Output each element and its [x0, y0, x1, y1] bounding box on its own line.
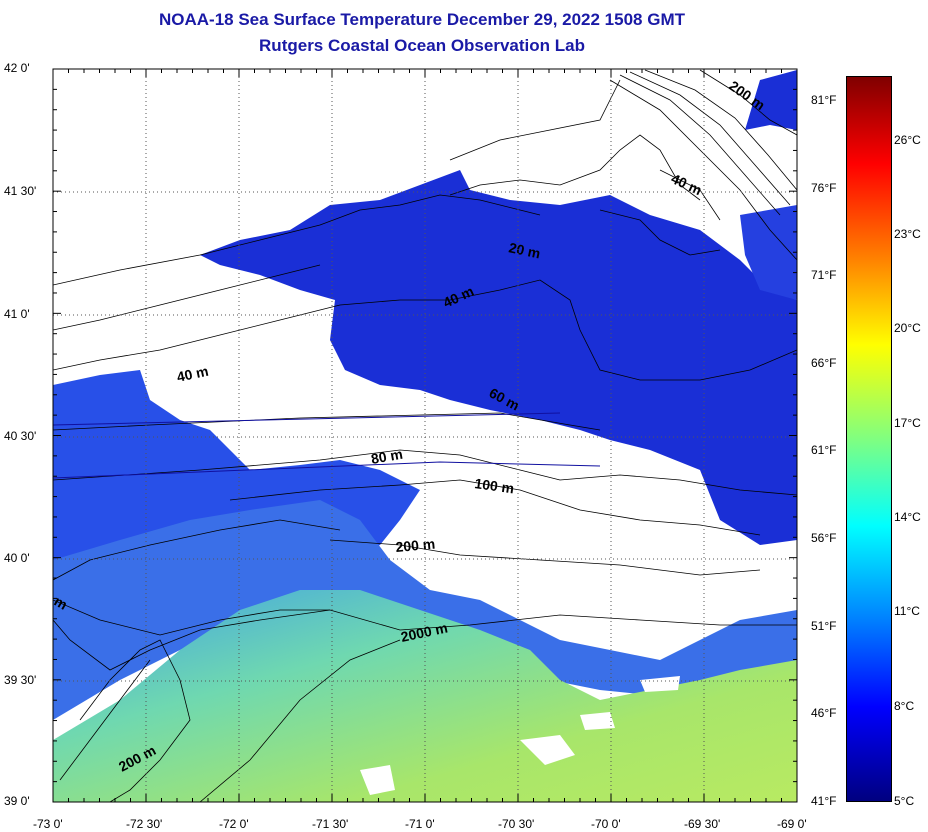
latitude-label: 39 30': [4, 673, 37, 687]
graticule: [53, 69, 797, 802]
latitude-label: 41 30': [4, 184, 37, 198]
contour-label: 40 m: [175, 363, 210, 385]
colorbar-fahrenheit-label: 46°F: [811, 706, 837, 720]
colorbar-celsius-label: 8°C: [894, 699, 915, 713]
longitude-label: -70 0': [591, 817, 621, 831]
colorbar-fahrenheit-label: 76°F: [811, 181, 837, 195]
map-title: NOAA-18 Sea Surface Temperature December…: [159, 10, 685, 29]
colorbar-celsius-label: 5°C: [894, 794, 915, 808]
latitude-label: 41 0': [4, 307, 30, 321]
cold-water-ne: [745, 70, 797, 130]
contour-label: 80 m: [370, 446, 404, 467]
longitude-label: -73 0': [33, 817, 63, 831]
longitude-label: -71 0': [405, 817, 435, 831]
colorbar-fahrenheit-label: 56°F: [811, 531, 837, 545]
latitude-label: 39 0': [4, 794, 30, 808]
colorbar-fahrenheit-label: 41°F: [811, 794, 837, 808]
track-line: [53, 412, 561, 426]
colorbar-celsius-label: 11°C: [894, 604, 920, 618]
map-subtitle: Rutgers Coastal Ocean Observation Lab: [259, 36, 585, 55]
cloud-patch: [640, 676, 680, 692]
colorbar-fahrenheit-label: 51°F: [811, 619, 837, 633]
contour-label: 100 m: [474, 475, 516, 496]
contour-label: 200 m: [395, 536, 436, 555]
cloud-patch: [580, 712, 615, 730]
cold-water-north: [200, 170, 797, 545]
colorbar-celsius-label: 14°C: [894, 510, 921, 524]
colorbar-celsius-label: 17°C: [894, 416, 921, 430]
colorbar-fahrenheit-label: 66°F: [811, 356, 837, 370]
track-line: [53, 461, 601, 479]
temperature-colorbar: [846, 76, 892, 802]
cloud-patch: [680, 580, 730, 615]
cold-water-east: [740, 205, 797, 300]
longitude-label: -71 30': [312, 817, 349, 831]
colorbar-celsius-label: 23°C: [894, 227, 921, 241]
colorbar-fahrenheit-label: 71°F: [811, 268, 837, 282]
bathymetry-contours: [53, 69, 797, 802]
longitude-label: -72 30': [126, 817, 163, 831]
colorbar-fahrenheit-label: 61°F: [811, 443, 837, 457]
cloud-patch: [360, 765, 395, 795]
colorbar-celsius-label: 20°C: [894, 321, 921, 335]
contour-label: 20 m: [507, 239, 542, 261]
sst-field: 200 m 40 m 20 m 40 m 40 m 60 m 80 m 100 …: [53, 69, 797, 802]
latitude-label: 40 0': [4, 551, 30, 565]
coastline: [53, 134, 721, 331]
coastline: [449, 79, 721, 221]
latitude-label: 42 0': [4, 61, 30, 75]
longitude-label: -70 30': [498, 817, 535, 831]
longitude-label: -72 0': [219, 817, 249, 831]
cloud-patch: [520, 735, 575, 765]
colorbar-fahrenheit-label: 81°F: [811, 93, 837, 107]
longitude-label: -69 0': [777, 817, 807, 831]
longitude-label: -69 30': [684, 817, 721, 831]
latitude-label: 40 30': [4, 429, 37, 443]
colorbar-celsius-label: 26°C: [894, 133, 921, 147]
